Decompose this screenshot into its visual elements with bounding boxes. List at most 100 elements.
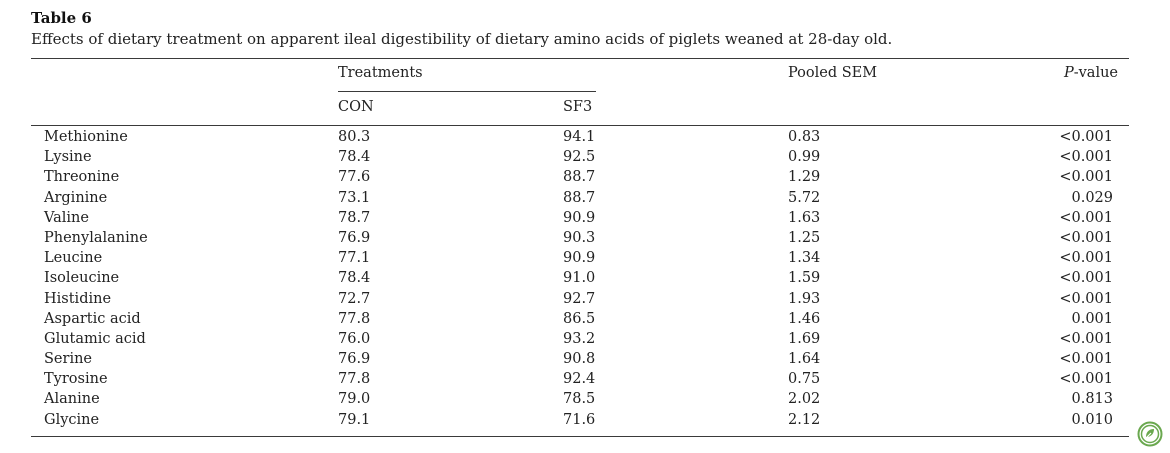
cell-amino-acid: Alanine <box>44 391 100 408</box>
cell-pooled-sem: 0.83 <box>788 129 821 145</box>
cell-con: 78.7 <box>338 209 371 226</box>
cell-sf3: 94.1 <box>563 129 596 145</box>
table-row: Valine 78.7 90.9 1.63 <0.001 <box>0 210 1170 230</box>
cell-sf3: 90.9 <box>563 209 596 226</box>
cell-p-value: <0.001 <box>1059 351 1113 368</box>
cell-amino-acid: Valine <box>44 209 89 226</box>
cell-pooled-sem: 2.02 <box>788 391 821 408</box>
table-row: Serine 76.9 90.8 1.64 <0.001 <box>0 351 1170 371</box>
header-treatments: Treatments <box>338 65 423 81</box>
cell-con: 76.9 <box>338 229 371 246</box>
cell-amino-acid: Isoleucine <box>44 270 120 287</box>
cell-p-value: <0.001 <box>1059 229 1113 246</box>
cell-p-value: <0.001 <box>1059 169 1113 186</box>
cell-pooled-sem: 0.99 <box>788 149 821 166</box>
bottom-rule <box>31 436 1129 437</box>
cell-pooled-sem: 1.46 <box>788 310 821 327</box>
leaf-badge-icon <box>1137 421 1163 447</box>
cell-sf3: 90.3 <box>563 229 596 246</box>
table-body: Methionine 80.3 94.1 0.83 <0.001 Lysine 78.4 92… <box>0 129 1170 432</box>
table-row: Methionine 80.3 94.1 0.83 <0.001 <box>0 129 1170 149</box>
cell-sf3: 88.7 <box>563 189 596 206</box>
cell-p-value: <0.001 <box>1059 149 1113 166</box>
header-p-value: P-value <box>1064 65 1118 81</box>
cell-sf3: 86.5 <box>563 310 596 327</box>
table-row: Threonine 77.6 88.7 1.29 <0.001 <box>0 169 1170 189</box>
cell-amino-acid: Serine <box>44 351 93 368</box>
cell-p-value: <0.001 <box>1059 250 1113 267</box>
cell-con: 72.7 <box>338 290 371 307</box>
cell-pooled-sem: 5.72 <box>788 189 821 206</box>
cell-con: 77.6 <box>338 169 371 186</box>
table-row: Aspartic acid 77.8 86.5 1.46 0.001 <box>0 311 1170 331</box>
cell-pooled-sem: 1.64 <box>788 351 821 368</box>
cell-con: 80.3 <box>338 129 371 145</box>
cell-pooled-sem: 1.69 <box>788 330 821 347</box>
cell-amino-acid: Phenylalanine <box>44 229 148 246</box>
table-caption: Effects of dietary treatment on apparent… <box>31 30 893 48</box>
cell-pooled-sem: 2.12 <box>788 411 821 428</box>
cell-con: 76.9 <box>338 351 371 368</box>
header-sf3: SF3 <box>563 99 593 115</box>
table-row: Phenylalanine 76.9 90.3 1.25 <0.001 <box>0 230 1170 250</box>
cell-con: 79.1 <box>338 411 371 428</box>
cell-amino-acid: Leucine <box>44 250 103 267</box>
cell-con: 79.0 <box>338 391 371 408</box>
table-row: Glutamic acid 76.0 93.2 1.69 <0.001 <box>0 331 1170 351</box>
table-row: Histidine 72.7 92.7 1.93 <0.001 <box>0 291 1170 311</box>
cell-sf3: 93.2 <box>563 330 596 347</box>
cell-pooled-sem: 0.75 <box>788 371 821 388</box>
table-row: Alanine 79.0 78.5 2.02 0.813 <box>0 391 1170 411</box>
header-con: CON <box>338 99 374 115</box>
cell-p-value: 0.001 <box>1071 310 1113 327</box>
cell-con: 77.1 <box>338 250 371 267</box>
cell-con: 77.8 <box>338 310 371 327</box>
cell-con: 78.4 <box>338 270 371 287</box>
cell-amino-acid: Threonine <box>44 169 120 186</box>
top-rule <box>31 58 1129 59</box>
cell-p-value: <0.001 <box>1059 290 1113 307</box>
treatments-rule <box>338 91 596 92</box>
cell-con: 73.1 <box>338 189 371 206</box>
cell-p-value: <0.001 <box>1059 371 1113 388</box>
cell-p-value: 0.813 <box>1071 391 1113 408</box>
cell-amino-acid: Glycine <box>44 411 100 428</box>
cell-amino-acid: Arginine <box>44 189 108 206</box>
cell-pooled-sem: 1.25 <box>788 229 821 246</box>
cell-p-value: 0.029 <box>1071 189 1113 206</box>
cell-amino-acid: Lysine <box>44 149 92 166</box>
table-row: Glycine 79.1 71.6 2.12 0.010 <box>0 412 1170 432</box>
table-row: Lysine 78.4 92.5 0.99 <0.001 <box>0 149 1170 169</box>
cell-amino-acid: Glutamic acid <box>44 330 146 347</box>
cell-sf3: 92.4 <box>563 371 596 388</box>
cell-pooled-sem: 1.59 <box>788 270 821 287</box>
cell-amino-acid: Tyrosine <box>44 371 108 388</box>
cell-sf3: 92.5 <box>563 149 596 166</box>
header-p-rest: -value <box>1073 65 1118 81</box>
cell-pooled-sem: 1.93 <box>788 290 821 307</box>
cell-sf3: 92.7 <box>563 290 596 307</box>
cell-amino-acid: Histidine <box>44 290 112 307</box>
cell-pooled-sem: 1.63 <box>788 209 821 226</box>
cell-amino-acid: Methionine <box>44 129 128 145</box>
cell-p-value: <0.001 <box>1059 209 1113 226</box>
cell-pooled-sem: 1.34 <box>788 250 821 267</box>
cell-sf3: 78.5 <box>563 391 596 408</box>
cell-p-value: 0.010 <box>1071 411 1113 428</box>
header-p-letter: P <box>1063 65 1074 81</box>
table-row: Isoleucine 78.4 91.0 1.59 <0.001 <box>0 270 1170 290</box>
cell-amino-acid: Aspartic acid <box>44 310 141 327</box>
cell-sf3: 88.7 <box>563 169 596 186</box>
cell-p-value: <0.001 <box>1059 129 1113 145</box>
cell-sf3: 90.8 <box>563 351 596 368</box>
cell-sf3: 71.6 <box>563 411 596 428</box>
header-rule <box>31 125 1129 126</box>
table-row: Leucine 77.1 90.9 1.34 <0.001 <box>0 250 1170 270</box>
cell-pooled-sem: 1.29 <box>788 169 821 186</box>
cell-sf3: 90.9 <box>563 250 596 267</box>
table-label: Table 6 <box>31 9 92 27</box>
cell-p-value: <0.001 <box>1059 330 1113 347</box>
table-row: Tyrosine 77.8 92.4 0.75 <0.001 <box>0 371 1170 391</box>
cell-con: 78.4 <box>338 149 371 166</box>
table-row: Arginine 73.1 88.7 5.72 0.029 <box>0 190 1170 210</box>
